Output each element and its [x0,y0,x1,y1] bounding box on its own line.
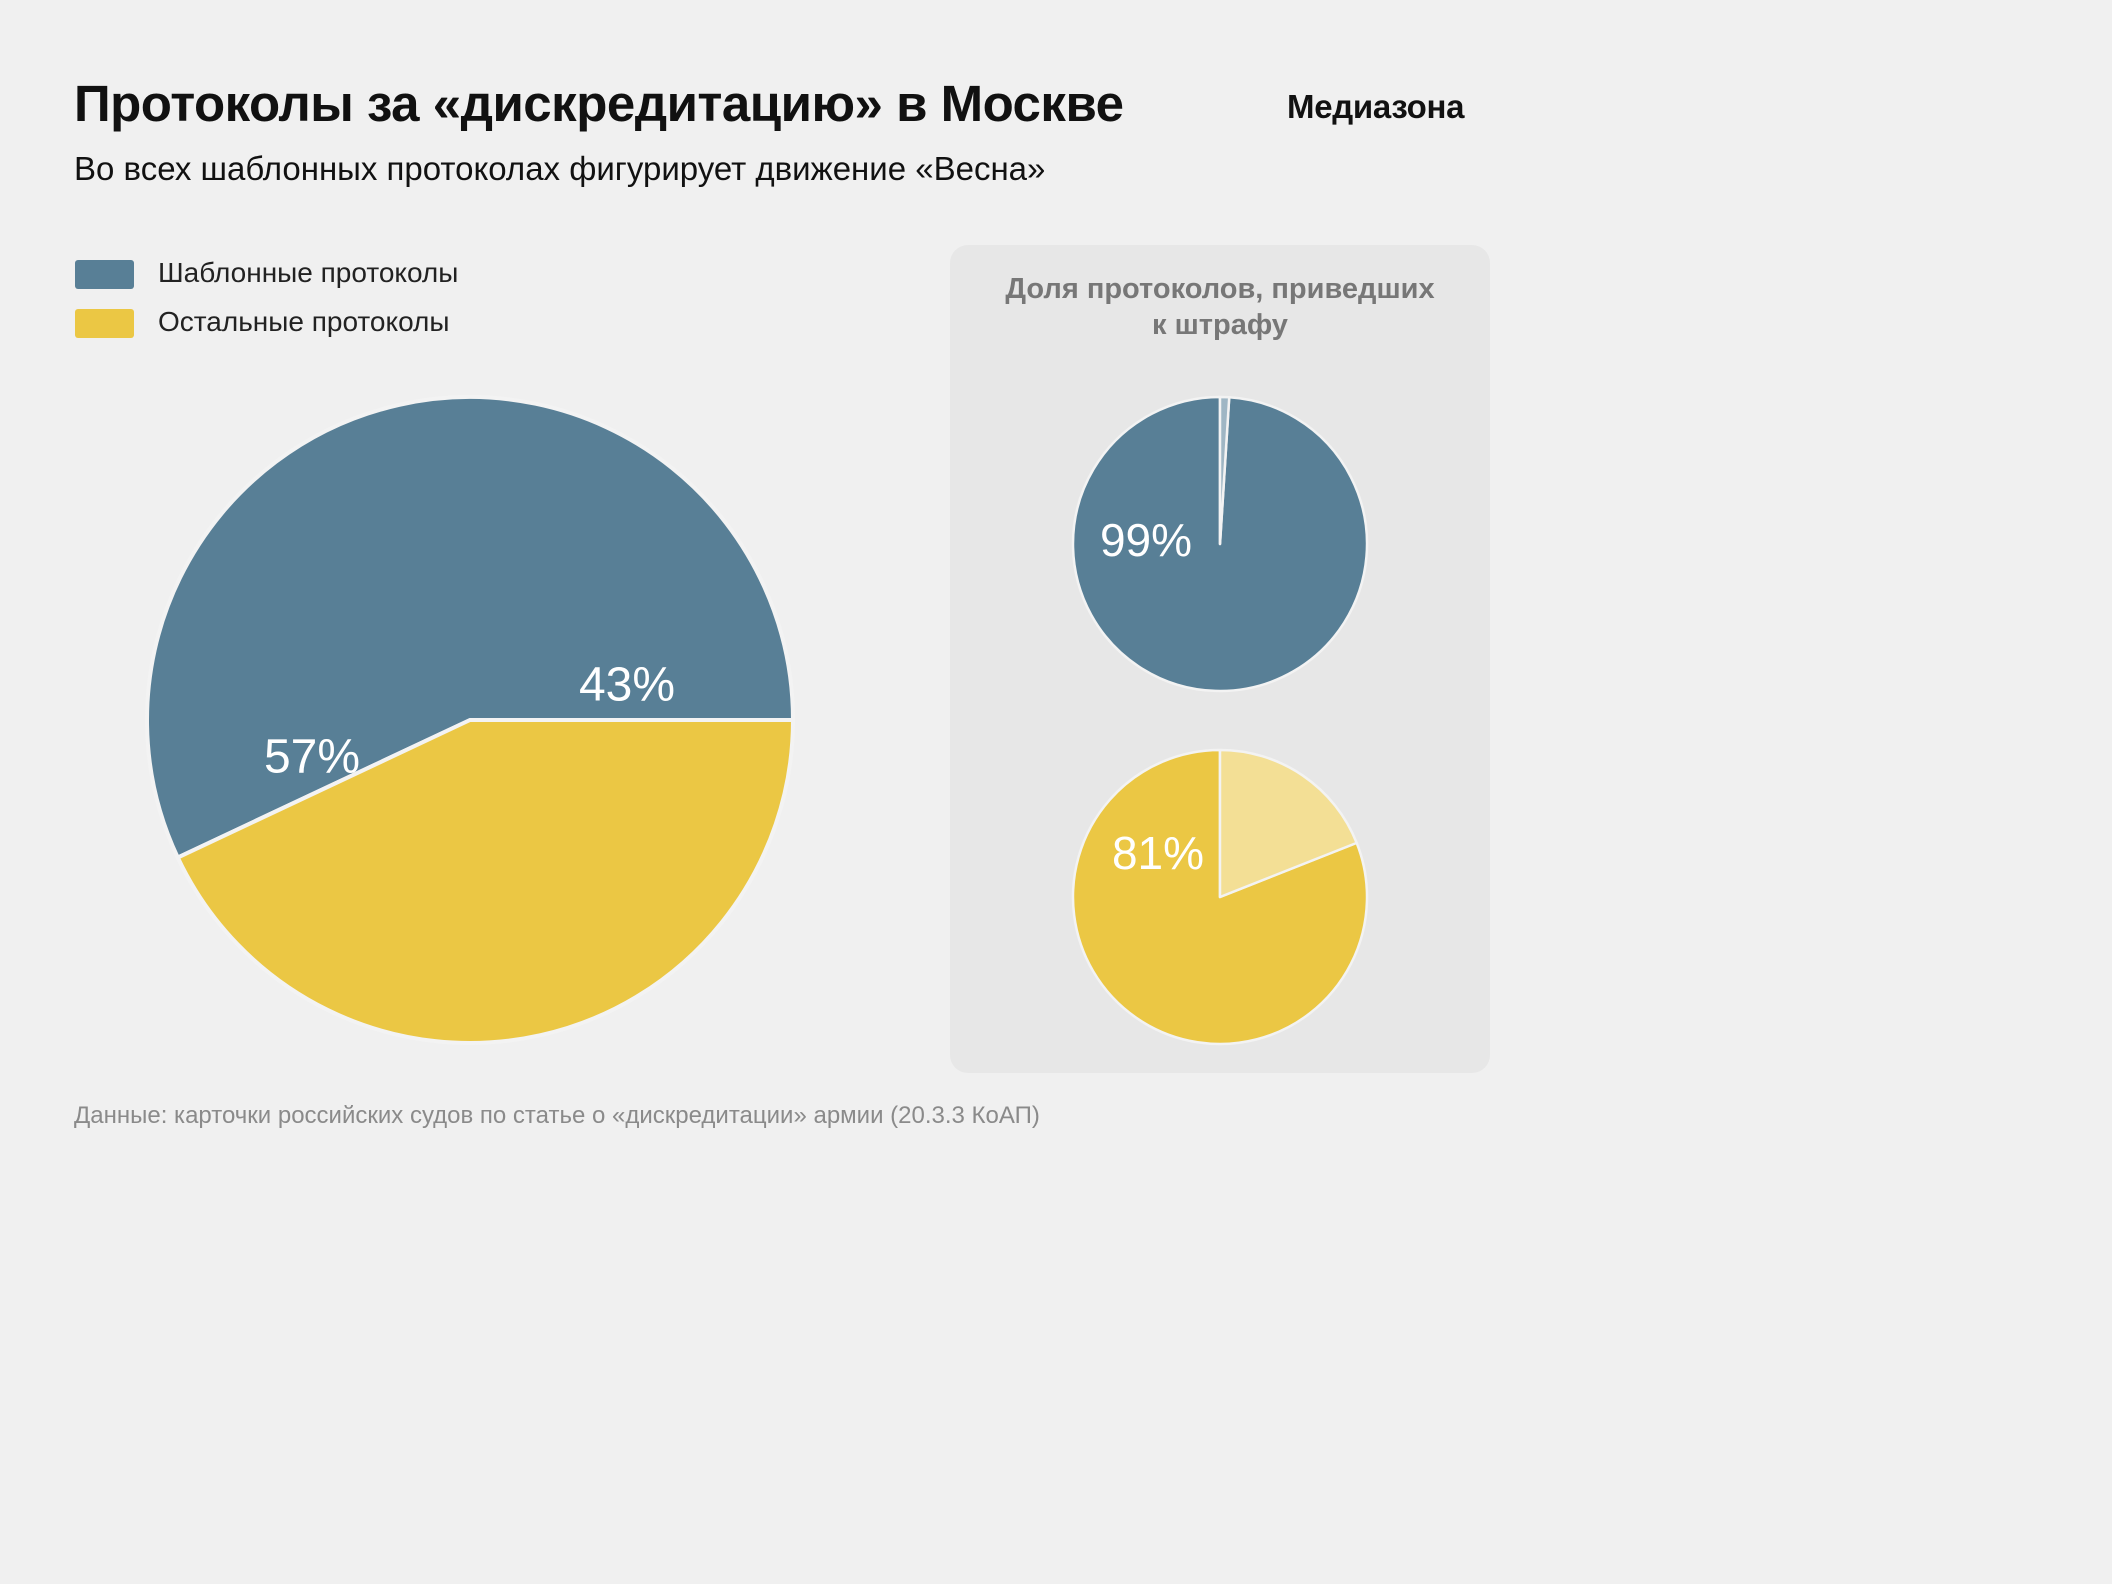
pie-1-label-0: 99% [1100,514,1192,566]
pie-0-label-0: 57% [264,731,360,784]
panel-title: Доля протоколов, приведших к штрафу [950,271,1490,343]
legend-swatch-other [75,309,134,338]
chart-title: Протоколы за «дискредитацию» в Москве [74,75,1124,132]
source-note: Данные: карточки российских судов по ста… [74,1102,1040,1129]
panel-title-line-2: к штрафу [1152,309,1288,341]
pie-1-slice-1 [1218,395,1231,546]
brand-logo: Медиазона [1287,88,1465,125]
legend-label-template: Шаблонные протоколы [158,257,459,288]
pie-0-slice-0 [145,395,795,860]
pie-2-label-0: 81% [1112,827,1204,879]
legend-swatch-template [75,260,134,289]
legend-label-other: Остальные протоколы [158,306,450,337]
pie-0-label-1: 43% [579,659,675,712]
chart-subtitle: Во всех шаблонных протоколах фигурирует … [74,150,1046,187]
pie-charts: 57% 43% 99% 81% [145,395,1369,1046]
pie-2-slice-1 [1218,748,1358,899]
panel-title-line-1: Доля протоколов, приведших [1005,273,1435,305]
pie-0-slice-1 [175,718,795,1045]
